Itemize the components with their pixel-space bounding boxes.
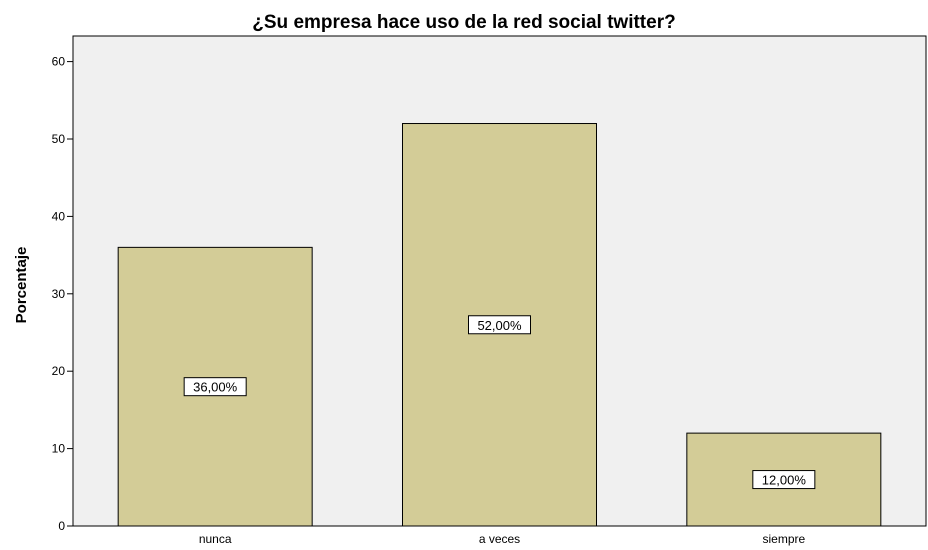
y-tick-label: 10 [52, 442, 66, 456]
y-tick-label: 20 [52, 364, 66, 378]
data-label: 36,00% [193, 380, 238, 395]
y-tick-label: 40 [52, 209, 66, 223]
data-label-box [183, 377, 247, 397]
y-tick-label: 60 [52, 55, 66, 69]
y-axis: 0 10 20 30 40 50 60 [52, 55, 73, 533]
x-axis-labels: nunca a veces siempre [199, 532, 806, 546]
y-tick-label: 0 [58, 519, 65, 533]
data-label: 52,00% [477, 318, 522, 333]
x-category-label: nunca [199, 532, 232, 546]
x-category-label: a veces [479, 532, 520, 546]
chart-title: ¿Su empresa hace uso de la red social tw… [252, 12, 676, 33]
y-tick-label: 30 [52, 287, 66, 301]
y-axis-title: Porcentaje [13, 247, 30, 324]
y-tick-label: 50 [52, 132, 66, 146]
data-label-box [468, 315, 531, 335]
data-label-box [752, 470, 816, 490]
data-label: 12,00% [762, 473, 807, 488]
bars-group: 36,00% 52,00% 12,00% [117, 123, 882, 527]
x-category-label: siempre [762, 532, 805, 546]
